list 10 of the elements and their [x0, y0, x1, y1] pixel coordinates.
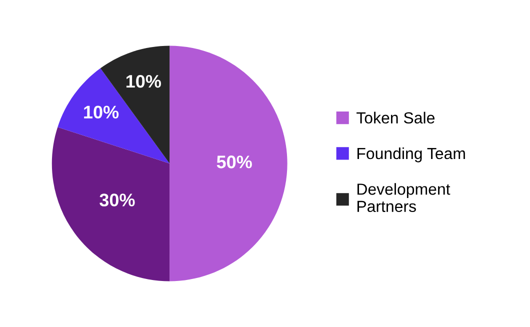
legend-label: Token Sale: [356, 112, 434, 124]
data-label: 10%: [126, 74, 161, 88]
data-label: 50%: [216, 156, 252, 168]
pie-slice: [170, 46, 288, 282]
data-label: 30%: [100, 194, 135, 206]
pie-slice: [58, 68, 170, 164]
legend-label: Development Partners: [357, 183, 450, 212]
pie-slice: [52, 127, 170, 282]
data-label: 10%: [84, 106, 119, 119]
legend-label: Founding Team: [357, 147, 465, 162]
